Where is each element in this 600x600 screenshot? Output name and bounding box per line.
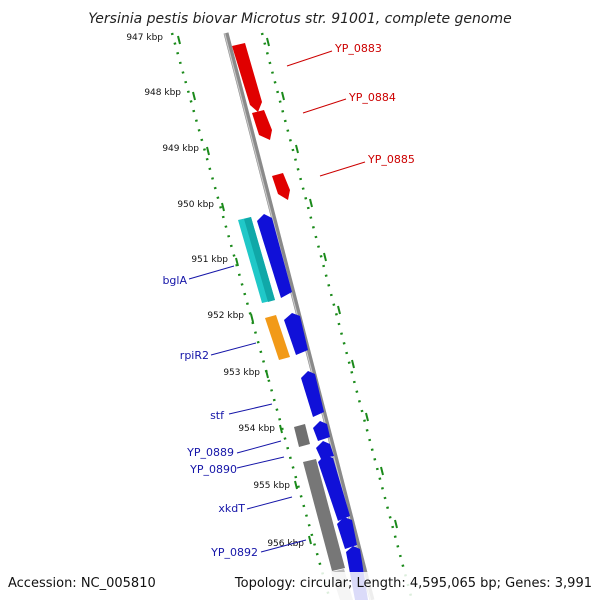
gene-gray-1[interactable]: [294, 424, 310, 447]
gene-yp0890[interactable]: [316, 441, 334, 459]
kbp-label-954: 954 kbp: [238, 424, 275, 434]
kbp-label-953: 953 kbp: [223, 368, 260, 378]
label-yp0884[interactable]: YP_0884: [348, 91, 396, 104]
gene-blue-xkdT[interactable]: [318, 455, 350, 521]
footer-bg: [0, 572, 600, 600]
gene-blue-rpiR2-neighbor[interactable]: [284, 313, 308, 355]
gene-blue-bglA-neighbor[interactable]: [257, 214, 292, 298]
red-label-lines: [286, 50, 366, 177]
kbp-major-ticks: [177, 35, 312, 545]
gene-yp0884[interactable]: [252, 110, 272, 140]
kbp-label-951: 951 kbp: [191, 255, 228, 265]
gene-yp0892[interactable]: [337, 517, 357, 549]
label-yp0892[interactable]: YP_0892: [210, 546, 258, 559]
kbp-label-948: 948 kbp: [144, 88, 181, 98]
gene-xkdT[interactable]: [303, 459, 345, 571]
kbp-label-955: 955 kbp: [253, 481, 290, 491]
blue-gene-labels: bglA rpiR2 stf YP_0889 YP_0890 xkdT YP_0…: [162, 274, 258, 559]
red-genes: [232, 43, 290, 200]
gene-rpiR2[interactable]: [265, 315, 290, 360]
label-yp0890[interactable]: YP_0890: [189, 463, 237, 476]
kbp-label-956: 956 kbp: [267, 539, 304, 549]
kbp-label-947: 947 kbp: [126, 33, 163, 43]
gene-yp0885[interactable]: [272, 173, 290, 200]
red-gene-labels: YP_0883 YP_0884 YP_0885: [334, 42, 415, 166]
label-xkdT[interactable]: xkdT: [218, 502, 245, 515]
outer-tick-rail: [170, 32, 332, 600]
kbp-label-952: 952 kbp: [207, 311, 244, 321]
kbp-labels: 947 kbp 948 kbp 949 kbp 950 kbp 951 kbp …: [126, 33, 304, 549]
left-track-genes: [238, 217, 353, 600]
blue-label-lines: [188, 265, 307, 553]
gene-bglA-shade: [244, 217, 275, 302]
accession-text: Accession: NC_005810: [8, 576, 156, 591]
gene-stf[interactable]: [301, 371, 324, 417]
kbp-label-949: 949 kbp: [162, 144, 199, 154]
label-stf[interactable]: stf: [210, 409, 225, 422]
label-yp0885[interactable]: YP_0885: [367, 153, 415, 166]
gene-yp0883[interactable]: [232, 43, 262, 112]
inner-rail-ticks: [266, 37, 398, 529]
label-rpiR2[interactable]: rpiR2: [180, 349, 209, 362]
summary-text: Topology: circular; Length: 4,595,065 bp…: [234, 576, 592, 591]
label-bglA[interactable]: bglA: [162, 274, 187, 287]
kbp-label-950: 950 kbp: [177, 200, 214, 210]
gene-yp0889[interactable]: [313, 421, 330, 441]
label-yp0889[interactable]: YP_0889: [186, 446, 234, 459]
genome-title: Yersinia pestis biovar Microtus str. 910…: [88, 11, 511, 27]
label-yp0883[interactable]: YP_0883: [334, 42, 382, 55]
